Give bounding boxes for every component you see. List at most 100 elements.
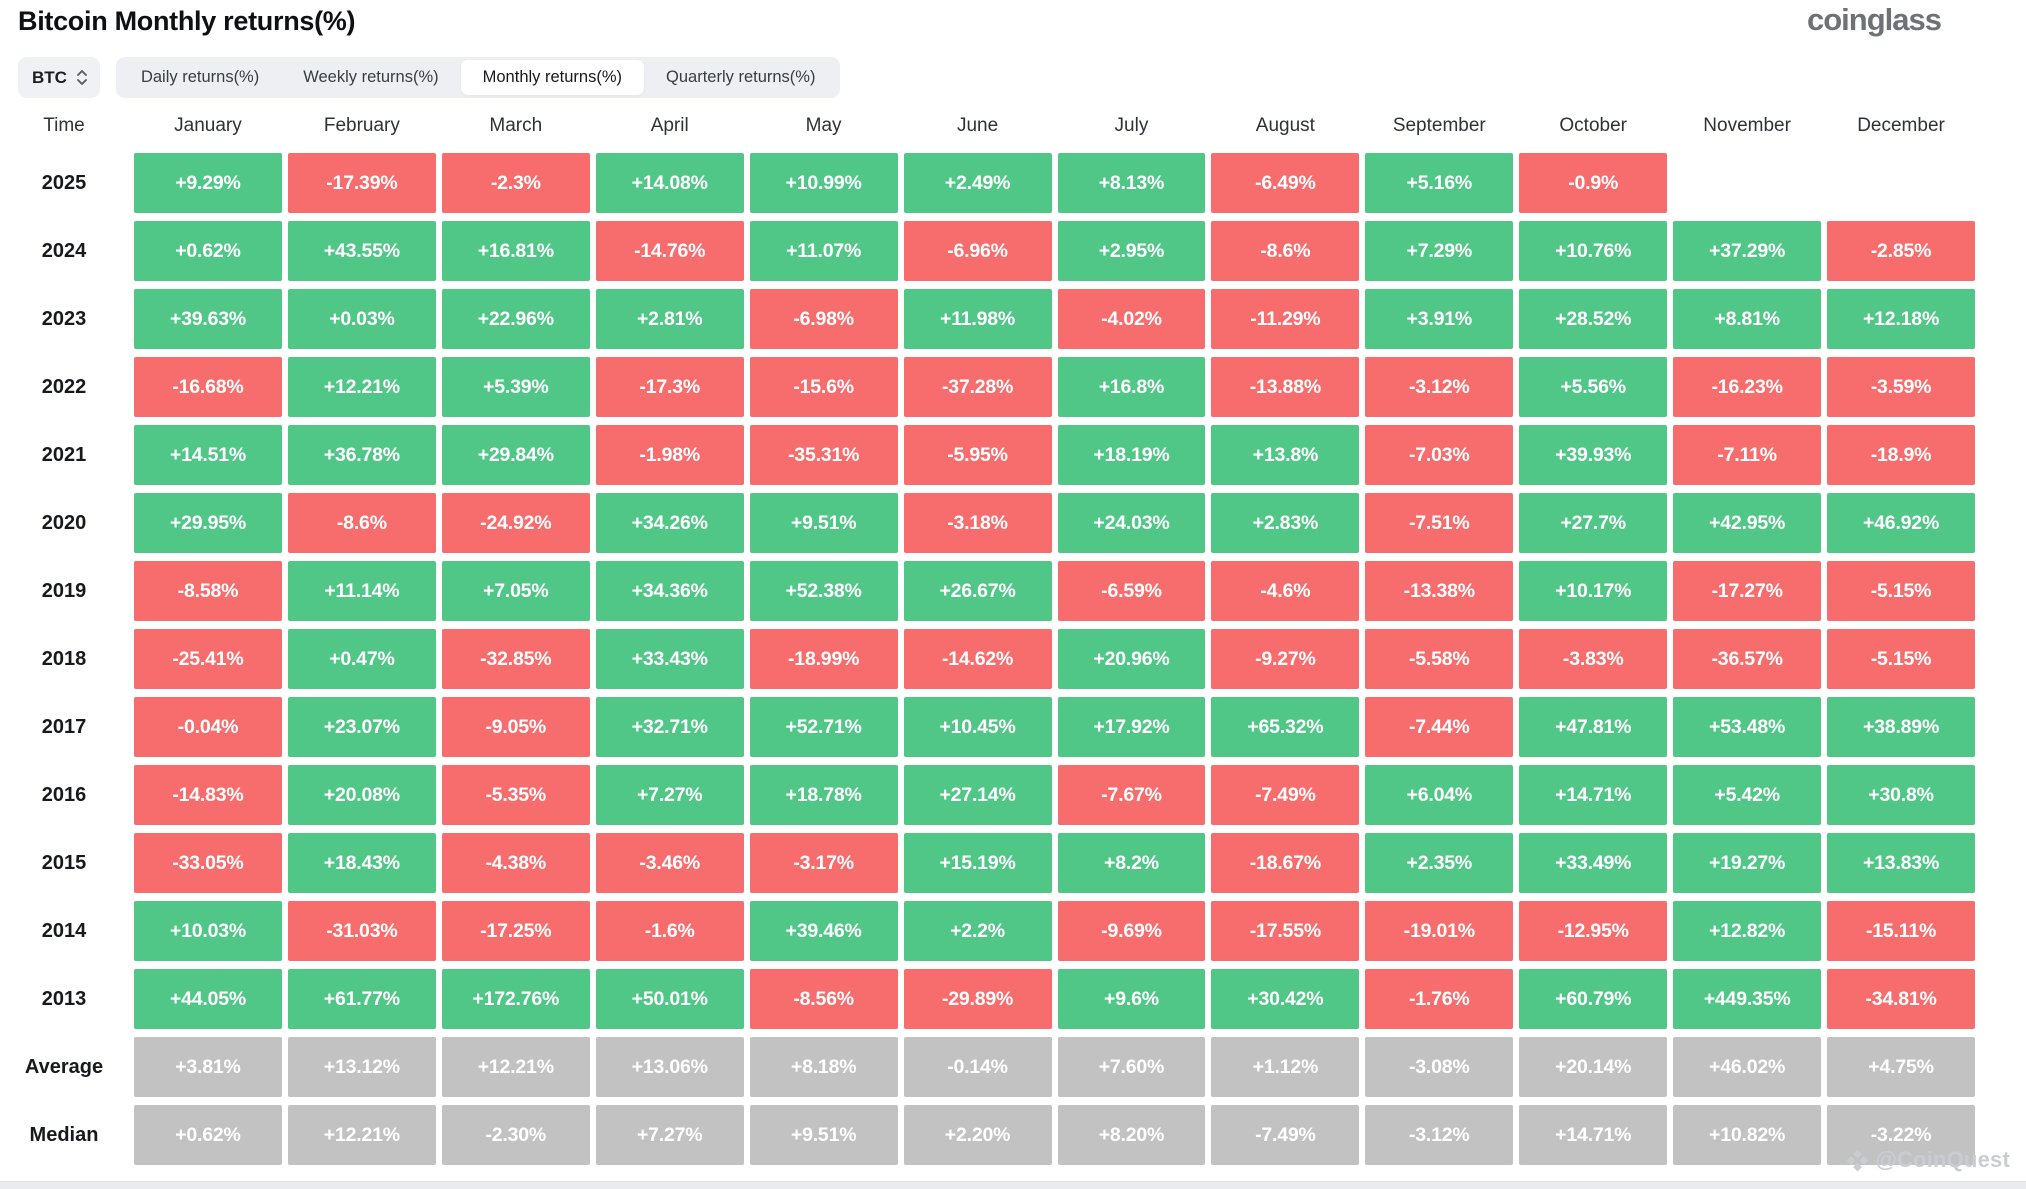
return-cell: +22.96%: [441, 289, 590, 349]
row-label: 2019: [41, 579, 87, 602]
return-cell: -19.01%: [1365, 901, 1514, 961]
return-cell: +2.35%: [1365, 833, 1514, 893]
return-cell: +24.03%: [1057, 493, 1206, 553]
row-label: 2013: [41, 987, 87, 1010]
table-row-2023: 2023 +39.63% +0.03% +22.96% +2.81% -6.98% +11.…: [0, 289, 1975, 349]
return-cell: +16.81%: [441, 221, 590, 281]
return-cell: -7.11%: [1673, 425, 1822, 485]
return-cell: +1.12%: [1211, 1037, 1360, 1097]
return-cell: -0.9%: [1519, 153, 1668, 213]
return-cell: -2.30%: [441, 1105, 590, 1165]
return-cell: +38.89%: [1827, 697, 1975, 757]
row-label: 2024: [41, 239, 87, 262]
return-cell: -14.83%: [134, 765, 282, 825]
return-cell: -17.55%: [1211, 901, 1360, 961]
return-cell: +0.62%: [134, 1105, 282, 1165]
return-cell: +60.79%: [1519, 969, 1668, 1029]
return-cell: -7.49%: [1211, 1105, 1360, 1165]
return-cell: +10.99%: [749, 153, 898, 213]
symbol-select[interactable]: BTC: [18, 57, 100, 98]
return-cell: +23.07%: [287, 697, 436, 757]
return-cell: +39.93%: [1519, 425, 1668, 485]
return-cell: +47.81%: [1519, 697, 1668, 757]
return-cell: +6.04%: [1365, 765, 1514, 825]
return-cell: +8.81%: [1673, 289, 1822, 349]
return-cell: -3.08%: [1365, 1037, 1514, 1097]
return-cell: -4.38%: [441, 833, 590, 893]
return-cell: -3.46%: [595, 833, 744, 893]
column-header-month: February: [323, 115, 400, 136]
return-cell: +14.08%: [595, 153, 744, 213]
return-cell: +5.42%: [1673, 765, 1822, 825]
column-header-month: October: [1559, 115, 1627, 136]
table-body: 2025 +9.29% -17.39% -2.3% +14.08% +10.99% +2.4…: [0, 153, 1975, 1165]
return-cell: +5.56%: [1519, 357, 1668, 417]
return-cell: -15.6%: [749, 357, 898, 417]
return-cell: +32.71%: [595, 697, 744, 757]
return-cell: +20.14%: [1519, 1037, 1668, 1097]
return-cell: -9.27%: [1211, 629, 1360, 689]
return-cell: +18.78%: [749, 765, 898, 825]
return-cell: -5.95%: [903, 425, 1052, 485]
return-cell: +14.71%: [1519, 1105, 1668, 1165]
return-cell: +2.95%: [1057, 221, 1206, 281]
return-cell: -36.57%: [1673, 629, 1822, 689]
return-cell: +449.35%: [1673, 969, 1822, 1029]
return-cell: +11.98%: [903, 289, 1052, 349]
return-cell: +9.29%: [134, 153, 282, 213]
return-cell: +15.19%: [903, 833, 1052, 893]
return-cell: -17.39%: [287, 153, 436, 213]
return-cell: +11.07%: [749, 221, 898, 281]
tab-quarterly[interactable]: Quarterly returns(%): [666, 68, 816, 86]
return-cell: +20.08%: [287, 765, 436, 825]
return-cell: +61.77%: [287, 969, 436, 1029]
return-cell: -14.62%: [903, 629, 1052, 689]
column-header-month: July: [1114, 115, 1149, 136]
return-cell: -29.89%: [903, 969, 1052, 1029]
return-cell: -3.59%: [1827, 357, 1975, 417]
column-header-month: May: [805, 115, 842, 136]
return-cell: -12.95%: [1519, 901, 1668, 961]
return-cell: +12.82%: [1673, 901, 1822, 961]
return-cell: -9.69%: [1057, 901, 1206, 961]
return-cell: +27.14%: [903, 765, 1052, 825]
return-cell: -24.92%: [441, 493, 590, 553]
return-cell: +13.83%: [1827, 833, 1975, 893]
return-cell: +9.51%: [749, 1105, 898, 1165]
table-row-average: Average +3.81% +13.12% +12.21% +13.06% +8.18%…: [0, 1037, 1975, 1097]
return-cell: +52.71%: [749, 697, 898, 757]
table-row-2021: 2021 +14.51% +36.78% +29.84% -1.98% -35.31% -5…: [0, 425, 1975, 485]
return-cell: +28.52%: [1519, 289, 1668, 349]
return-cell: +29.84%: [441, 425, 590, 485]
table-row-2024: 2024 +0.62% +43.55% +16.81% -14.76% +11.07% -6…: [0, 221, 1975, 281]
tab-daily[interactable]: Daily returns(%): [140, 68, 260, 86]
return-cell: -3.83%: [1519, 629, 1668, 689]
row-label: Average: [24, 1055, 104, 1078]
return-cell: -2.85%: [1827, 221, 1975, 281]
return-cell: -37.28%: [903, 357, 1052, 417]
tab-monthly[interactable]: Monthly returns(%): [460, 60, 645, 95]
table-row-2015: 2015 -33.05% +18.43% -4.38% -3.46% -3.17% +15.…: [0, 833, 1975, 893]
horizontal-scrollbar[interactable]: [0, 1181, 2026, 1189]
return-cell: +65.32%: [1211, 697, 1360, 757]
return-cell: +14.51%: [134, 425, 282, 485]
return-cell: +26.67%: [903, 561, 1052, 621]
tab-weekly[interactable]: Weekly returns(%): [303, 68, 439, 86]
return-cell: +18.43%: [287, 833, 436, 893]
return-cell: -3.17%: [749, 833, 898, 893]
return-cell: +33.43%: [595, 629, 744, 689]
return-cell: +0.03%: [287, 289, 436, 349]
column-header-month: November: [1703, 115, 1791, 136]
return-cell: -17.25%: [441, 901, 590, 961]
return-cell: +3.91%: [1365, 289, 1514, 349]
return-cell: -2.3%: [441, 153, 590, 213]
row-label: 2022: [41, 375, 87, 398]
return-cell: -8.58%: [134, 561, 282, 621]
return-cell: -7.44%: [1365, 697, 1514, 757]
table-row-median: Median +0.62% +12.21% -2.30% +7.27% +9.51% +2.…: [0, 1105, 1975, 1165]
return-cell: +4.75%: [1827, 1037, 1975, 1097]
return-cell: -17.27%: [1673, 561, 1822, 621]
row-label: 2015: [41, 851, 87, 874]
column-header-month: January: [174, 115, 242, 136]
